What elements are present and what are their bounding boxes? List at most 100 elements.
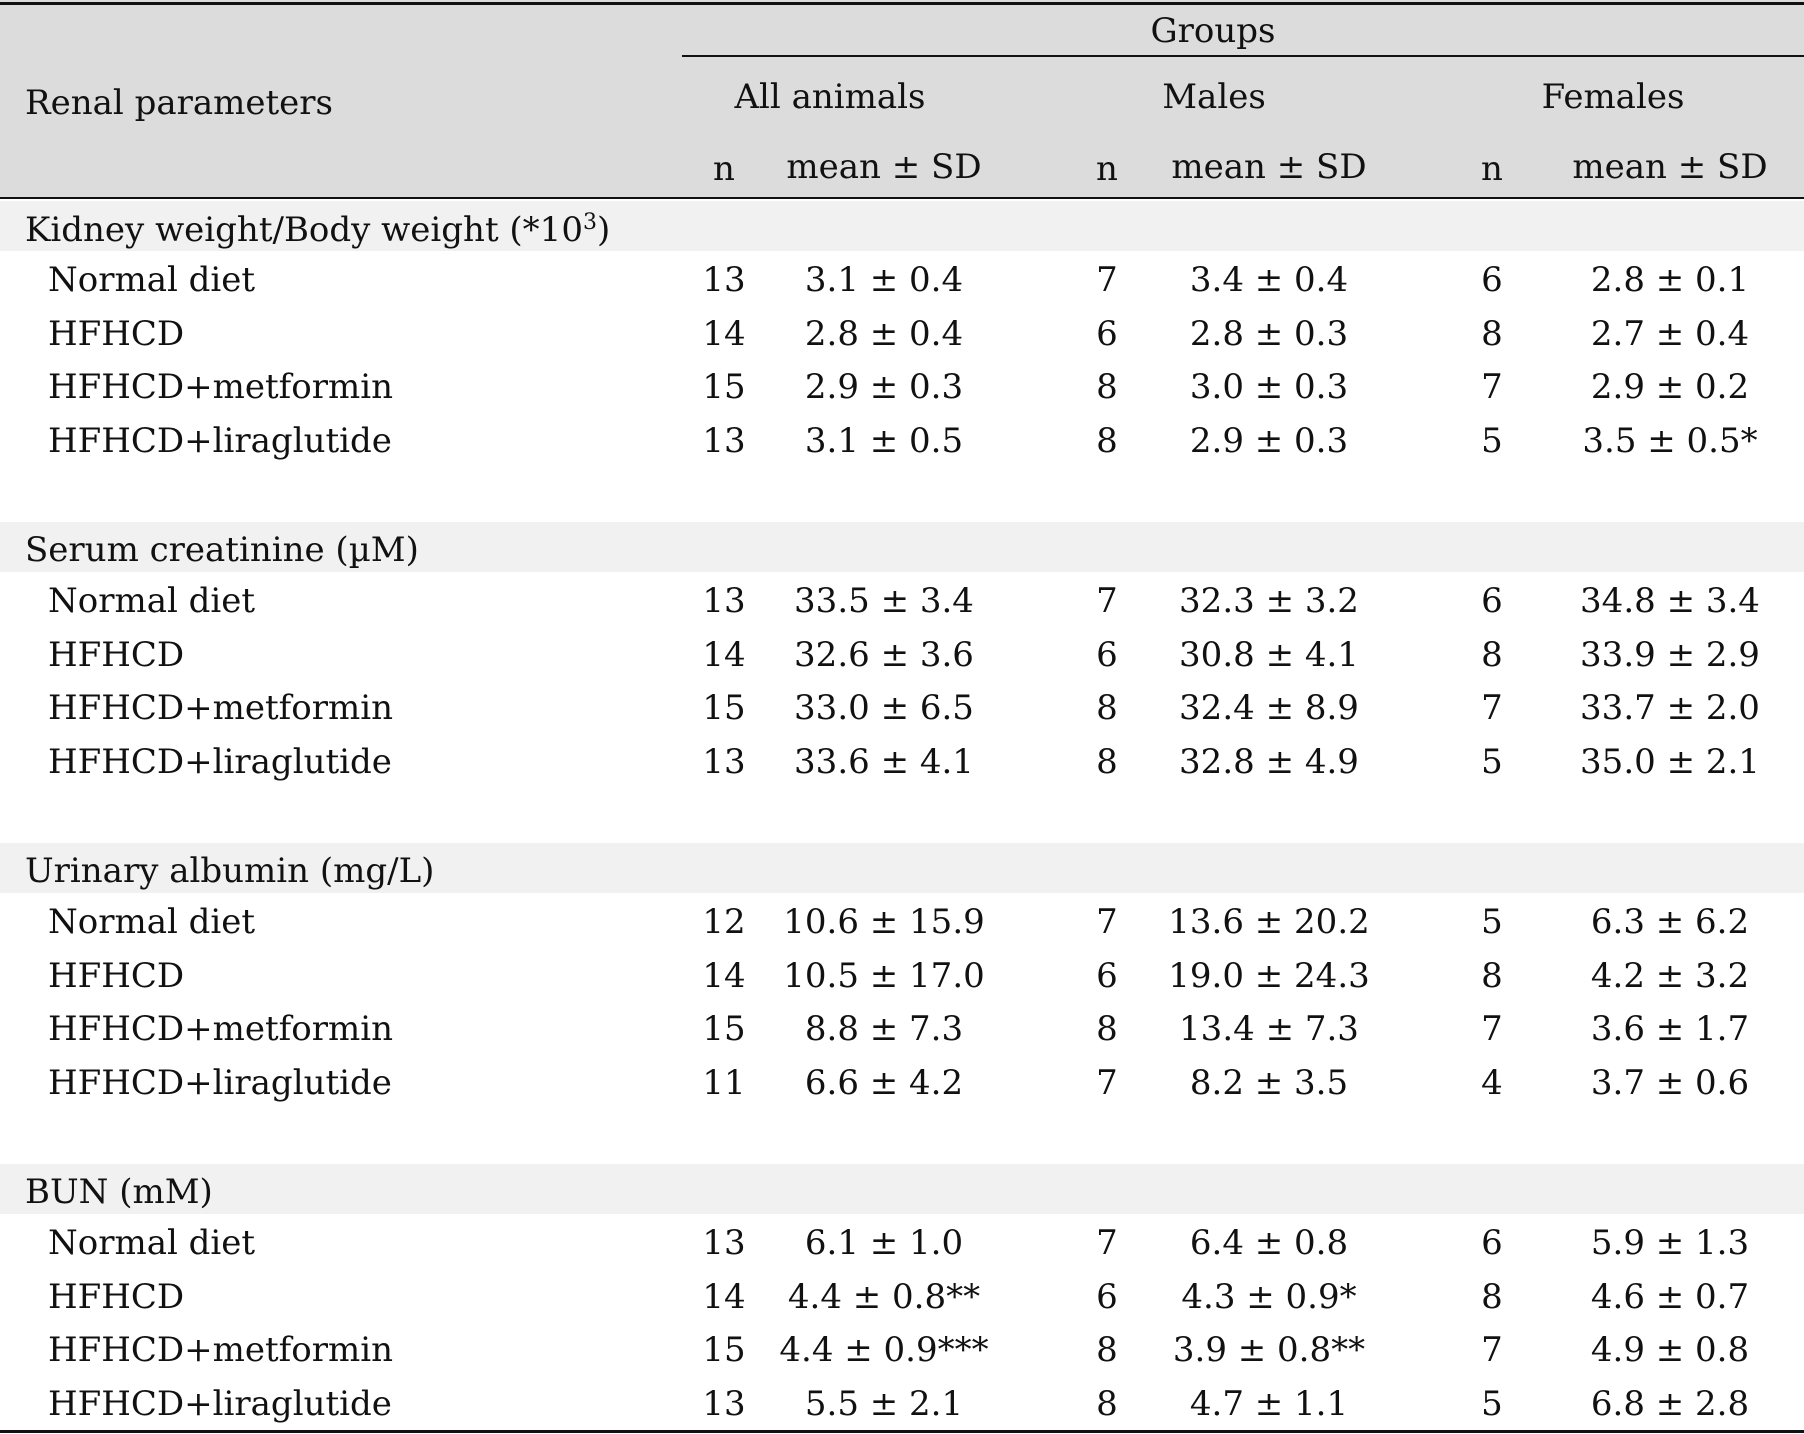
n-cell: 15 [702,1330,746,1370]
n-cell: 5 [1481,420,1503,461]
mean-sd-cell: 2.8 ± 0.3 [1189,313,1349,354]
mean-sd-cell: 4.7 ± 1.1 [1189,1383,1349,1424]
section-title-superscript: 3 [582,210,597,235]
mean-sd-cell: 33.6 ± 4.1 [794,741,974,782]
n-cell: 6 [1096,634,1118,675]
row-label: HFHCD [48,955,185,996]
n-cell: 5 [1481,741,1503,782]
mean-sd-cell: 2.7 ± 0.4 [1590,313,1750,354]
mean-sd-cell: 4.3 ± 0.9* [1181,1276,1357,1317]
mean-sd-cell: 10.6 ± 15.9 [783,902,985,942]
n-cell: 15 [702,1009,746,1049]
mean-sd-cell: 4.6 ± 0.7 [1590,1276,1750,1317]
mean-sd-cell: 2.8 ± 0.1 [1590,260,1750,300]
mean-sd-cell: 34.8 ± 3.4 [1580,581,1760,621]
group-header-all: All animals [734,77,926,117]
n-cell: 6 [1096,313,1118,354]
row-label: Normal diet [48,902,256,942]
mean-sd-cell: 6.1 ± 1.0 [804,1223,964,1263]
n-cell: 13 [702,1223,746,1263]
n-cell: 8 [1096,367,1118,407]
row-label: HFHCD+liraglutide [48,1062,392,1103]
n-cell: 7 [1096,581,1118,621]
n-cell: 7 [1481,1330,1503,1370]
mean-sd-cell: 33.0 ± 6.5 [794,688,974,728]
n-cell: 6 [1481,581,1503,621]
mean-sd-cell: 4.9 ± 0.8 [1590,1330,1750,1370]
n-cell: 5 [1481,902,1503,942]
group-header-males: Males [1162,77,1266,117]
groups-header: Groups [1150,11,1276,51]
mean-sd-cell: 8.2 ± 3.5 [1189,1062,1349,1103]
n-cell: 6 [1096,1276,1118,1317]
mean-sd-cell: 32.3 ± 3.2 [1179,581,1359,621]
n-cell: 8 [1096,1009,1118,1049]
row-label: HFHCD+metformin [48,367,393,407]
row-label: HFHCD+metformin [48,688,393,728]
mean-sd-cell: 6.8 ± 2.8 [1590,1383,1750,1424]
n-cell: 4 [1481,1062,1503,1103]
mean-sd-cell: 32.8 ± 4.9 [1179,741,1359,782]
row-label: HFHCD+liraglutide [48,741,392,782]
mean-sd-cell: 6.3 ± 6.2 [1590,902,1750,942]
section-band-kidney-weight [0,201,1804,251]
n-cell: 13 [702,581,746,621]
mean-sd-cell: 3.5 ± 0.5* [1582,420,1758,461]
section-title-text: BUN (mM) [25,1172,213,1212]
header-bottom-rule [0,197,1804,199]
mean-sd-cell: 33.7 ± 2.0 [1580,688,1760,728]
mean-sd-cell: 33.5 ± 3.4 [794,581,974,621]
n-cell: 8 [1096,420,1118,461]
mean-sd-cell: 5.9 ± 1.3 [1590,1223,1750,1263]
mean-sd-cell: 3.1 ± 0.5 [804,420,964,461]
n-cell: 11 [702,1062,746,1103]
section-title-text: Urinary albumin (mg/L) [25,851,435,891]
n-cell: 14 [702,313,746,354]
mean-sd-cell: 2.8 ± 0.4 [804,313,964,354]
n-cell: 14 [702,955,746,996]
mean-sd-cell: 32.4 ± 8.9 [1179,688,1359,728]
n-cell: 8 [1481,634,1503,675]
n-header-females: n [1481,149,1503,189]
row-label: HFHCD+liraglutide [48,1383,392,1424]
row-label: HFHCD+metformin [48,1009,393,1049]
mean-sd-cell: 35.0 ± 2.1 [1580,741,1760,782]
n-cell: 13 [702,1383,746,1424]
n-cell: 15 [702,367,746,407]
n-cell: 7 [1481,1009,1503,1049]
n-cell: 15 [702,688,746,728]
n-cell: 14 [702,1276,746,1317]
n-cell: 13 [702,420,746,461]
stat-header-females: mean ± SD [1572,147,1768,187]
n-cell: 12 [702,902,746,942]
row-label: HFHCD+liraglutide [48,420,392,461]
mean-sd-cell: 8.8 ± 7.3 [804,1009,964,1049]
mean-sd-cell: 4.4 ± 0.9*** [779,1330,989,1370]
mean-sd-cell: 33.9 ± 2.9 [1580,634,1760,675]
stat-header-all: mean ± SD [786,147,982,187]
mean-sd-cell: 2.9 ± 0.2 [1590,367,1750,407]
n-cell: 8 [1096,1330,1118,1370]
section-band-serum-creatinine [0,522,1804,572]
n-cell: 6 [1096,955,1118,996]
mean-sd-cell: 32.6 ± 3.6 [794,634,974,675]
mean-sd-cell: 3.0 ± 0.3 [1189,367,1349,407]
n-cell: 8 [1481,313,1503,354]
section-title-end: ) [596,210,611,250]
section-title-kidney-weight: Kidney weight/Body weight (*103) [25,210,611,250]
n-cell: 8 [1481,1276,1503,1317]
row-label: HFHCD+metformin [48,1330,393,1370]
mean-sd-cell: 13.6 ± 20.2 [1168,902,1370,942]
section-title-urinary-albumin: Urinary albumin (mg/L) [25,854,434,888]
n-cell: 14 [702,634,746,675]
section-title-serum-creatinine: Serum creatinine (µM) [25,533,419,567]
n-cell: 6 [1481,1223,1503,1263]
n-cell: 8 [1096,688,1118,728]
n-header-all: n [713,149,735,189]
n-cell: 7 [1096,1223,1118,1263]
n-cell: 7 [1481,688,1503,728]
section-band-urinary-albumin [0,843,1804,893]
mean-sd-cell: 13.4 ± 7.3 [1179,1009,1359,1049]
section-title-bun: BUN (mM) [25,1175,213,1209]
n-cell: 5 [1481,1383,1503,1424]
